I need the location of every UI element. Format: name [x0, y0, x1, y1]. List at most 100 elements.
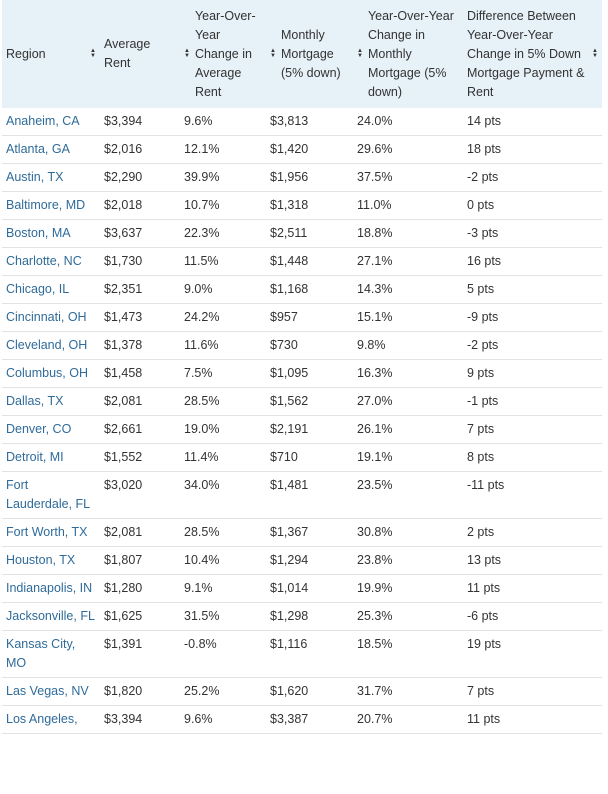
yoy-rent-cell: 11.5%	[180, 247, 266, 276]
region-cell: Austin, TX	[2, 163, 100, 192]
region-link[interactable]: Fort Lauderdale, FL	[6, 478, 91, 511]
difference-cell: 11 pts	[463, 574, 602, 603]
region-link[interactable]: Chicago, IL	[6, 282, 70, 296]
yoy-rent-cell: 39.9%	[180, 163, 266, 192]
column-header-region[interactable]: ▲ ▼ Region	[2, 0, 100, 108]
region-link[interactable]: Cleveland, OH	[6, 338, 88, 352]
monthly-mortgage-cell: $1,481	[266, 471, 353, 519]
table-row: Austin, TX $2,290 39.9% $1,956 37.5% -2 pts	[2, 163, 602, 192]
yoy-rent-cell: 25.2%	[180, 677, 266, 706]
column-header-difference[interactable]: ▲ ▼ Difference Between Year-Over-Year Cha…	[463, 0, 602, 108]
region-link[interactable]: Indianapolis, IN	[6, 581, 93, 595]
yoy-mortgage-cell: 18.8%	[353, 219, 463, 248]
region-cell: Indianapolis, IN	[2, 574, 100, 603]
region-cell: Fort Lauderdale, FL	[2, 471, 100, 519]
table-row: Jacksonville, FL $1,625 31.5% $1,298 25.3% -6…	[2, 602, 602, 631]
region-link[interactable]: Austin, TX	[6, 170, 64, 184]
difference-cell: 14 pts	[463, 108, 602, 136]
header-label: Region	[6, 46, 46, 61]
region-link[interactable]: Boston, MA	[6, 226, 71, 240]
table-body: Anaheim, CA $3,394 9.6% $3,813 24.0% 14 pts At…	[2, 108, 602, 734]
region-link[interactable]: Atlanta, GA	[6, 142, 70, 156]
yoy-mortgage-cell: 14.3%	[353, 275, 463, 304]
table-row: Anaheim, CA $3,394 9.6% $3,813 24.0% 14 pts	[2, 108, 602, 136]
yoy-mortgage-cell: 29.6%	[353, 135, 463, 164]
yoy-mortgage-cell: 23.5%	[353, 471, 463, 519]
column-header-yoy-mortgage[interactable]: ▲ ▼ Year-Over-Year Change in Monthly Mort…	[353, 0, 463, 108]
region-cell: Columbus, OH	[2, 359, 100, 388]
region-link[interactable]: Los Angeles,	[6, 712, 78, 726]
difference-cell: 8 pts	[463, 443, 602, 472]
region-link[interactable]: Fort Worth, TX	[6, 525, 88, 539]
difference-cell: 5 pts	[463, 275, 602, 304]
region-cell: Atlanta, GA	[2, 135, 100, 164]
average-rent-cell: $3,637	[100, 219, 180, 248]
region-cell: Boston, MA	[2, 219, 100, 248]
sort-arrows-icon[interactable]: ▲ ▼	[184, 48, 190, 59]
sort-arrows-icon[interactable]: ▲ ▼	[357, 48, 363, 59]
column-header-yoy-rent[interactable]: ▲ ▼ Year-Over-Year Change in Average Rent	[180, 0, 266, 108]
yoy-rent-cell: 11.6%	[180, 331, 266, 360]
yoy-mortgage-cell: 19.1%	[353, 443, 463, 472]
table-row: Charlotte, NC $1,730 11.5% $1,448 27.1% 16 pt…	[2, 247, 602, 276]
difference-cell: -6 pts	[463, 602, 602, 631]
region-cell: Las Vegas, NV	[2, 677, 100, 706]
region-link[interactable]: Charlotte, NC	[6, 254, 82, 268]
yoy-rent-cell: 24.2%	[180, 303, 266, 332]
column-header-average-rent[interactable]: Average Rent	[100, 0, 180, 108]
difference-cell: -3 pts	[463, 219, 602, 248]
yoy-mortgage-cell: 20.7%	[353, 705, 463, 734]
yoy-rent-cell: 9.6%	[180, 705, 266, 734]
average-rent-cell: $2,661	[100, 415, 180, 444]
monthly-mortgage-cell: $1,298	[266, 602, 353, 631]
rent-mortgage-table: ▲ ▼ Region Average Rent ▲ ▼ Year-Over-Year…	[2, 0, 602, 734]
yoy-rent-cell: 11.4%	[180, 443, 266, 472]
region-link[interactable]: Jacksonville, FL	[6, 609, 95, 623]
table-row: Fort Lauderdale, FL $3,020 34.0% $1,481 23.5…	[2, 471, 602, 519]
average-rent-cell: $2,081	[100, 387, 180, 416]
yoy-mortgage-cell: 18.5%	[353, 630, 463, 678]
region-link[interactable]: Las Vegas, NV	[6, 684, 89, 698]
difference-cell: -2 pts	[463, 163, 602, 192]
table-row: Cleveland, OH $1,378 11.6% $730 9.8% -2 pts	[2, 331, 602, 360]
region-cell: Chicago, IL	[2, 275, 100, 304]
header-label: Average Rent	[104, 37, 151, 70]
yoy-mortgage-cell: 31.7%	[353, 677, 463, 706]
yoy-mortgage-cell: 15.1%	[353, 303, 463, 332]
monthly-mortgage-cell: $957	[266, 303, 353, 332]
table-row: Baltimore, MD $2,018 10.7% $1,318 11.0% 0 pts	[2, 191, 602, 220]
region-link[interactable]: Dallas, TX	[6, 394, 64, 408]
region-link[interactable]: Anaheim, CA	[6, 114, 80, 128]
region-link[interactable]: Baltimore, MD	[6, 198, 86, 212]
table-row: Indianapolis, IN $1,280 9.1% $1,014 19.9% 11 …	[2, 574, 602, 603]
average-rent-cell: $1,378	[100, 331, 180, 360]
region-link[interactable]: Denver, CO	[6, 422, 72, 436]
sort-arrows-icon[interactable]: ▲ ▼	[270, 48, 276, 59]
yoy-rent-cell: 12.1%	[180, 135, 266, 164]
header-row: ▲ ▼ Region Average Rent ▲ ▼ Year-Over-Year…	[2, 0, 602, 108]
region-link[interactable]: Houston, TX	[6, 553, 76, 567]
difference-cell: 13 pts	[463, 546, 602, 575]
region-cell: Anaheim, CA	[2, 108, 100, 136]
region-link[interactable]: Columbus, OH	[6, 366, 88, 380]
table-row: Kansas City, MO $1,391 -0.8% $1,116 18.5% 19 …	[2, 630, 602, 678]
region-cell: Charlotte, NC	[2, 247, 100, 276]
table-row: Atlanta, GA $2,016 12.1% $1,420 29.6% 18 pts	[2, 135, 602, 164]
difference-cell: 19 pts	[463, 630, 602, 678]
yoy-rent-cell: 10.7%	[180, 191, 266, 220]
column-header-monthly-mortgage[interactable]: ▲ ▼ Monthly Mortgage (5% down)	[266, 0, 353, 108]
region-cell: Dallas, TX	[2, 387, 100, 416]
region-cell: Los Angeles,	[2, 705, 100, 734]
sort-arrows-icon[interactable]: ▲ ▼	[592, 48, 598, 59]
table-row: Chicago, IL $2,351 9.0% $1,168 14.3% 5 pts	[2, 275, 602, 304]
region-link[interactable]: Cincinnati, OH	[6, 310, 87, 324]
monthly-mortgage-cell: $3,813	[266, 108, 353, 136]
region-cell: Cleveland, OH	[2, 331, 100, 360]
sort-arrows-icon[interactable]: ▲ ▼	[90, 48, 96, 59]
average-rent-cell: $1,807	[100, 546, 180, 575]
region-cell: Houston, TX	[2, 546, 100, 575]
yoy-rent-cell: 9.0%	[180, 275, 266, 304]
region-link[interactable]: Detroit, MI	[6, 450, 64, 464]
average-rent-cell: $1,458	[100, 359, 180, 388]
region-link[interactable]: Kansas City, MO	[6, 637, 76, 670]
